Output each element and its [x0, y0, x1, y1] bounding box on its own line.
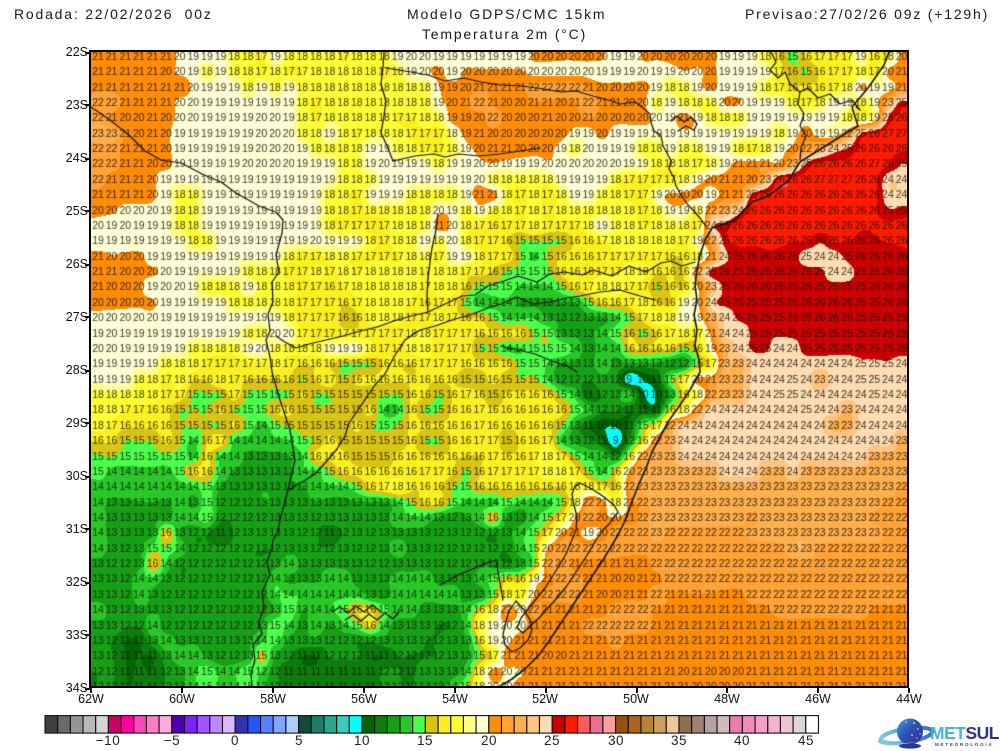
svg-text:METSUL: METSUL — [930, 723, 1000, 743]
svg-text:METEOROLOGIA: METEOROLOGIA — [935, 742, 993, 747]
